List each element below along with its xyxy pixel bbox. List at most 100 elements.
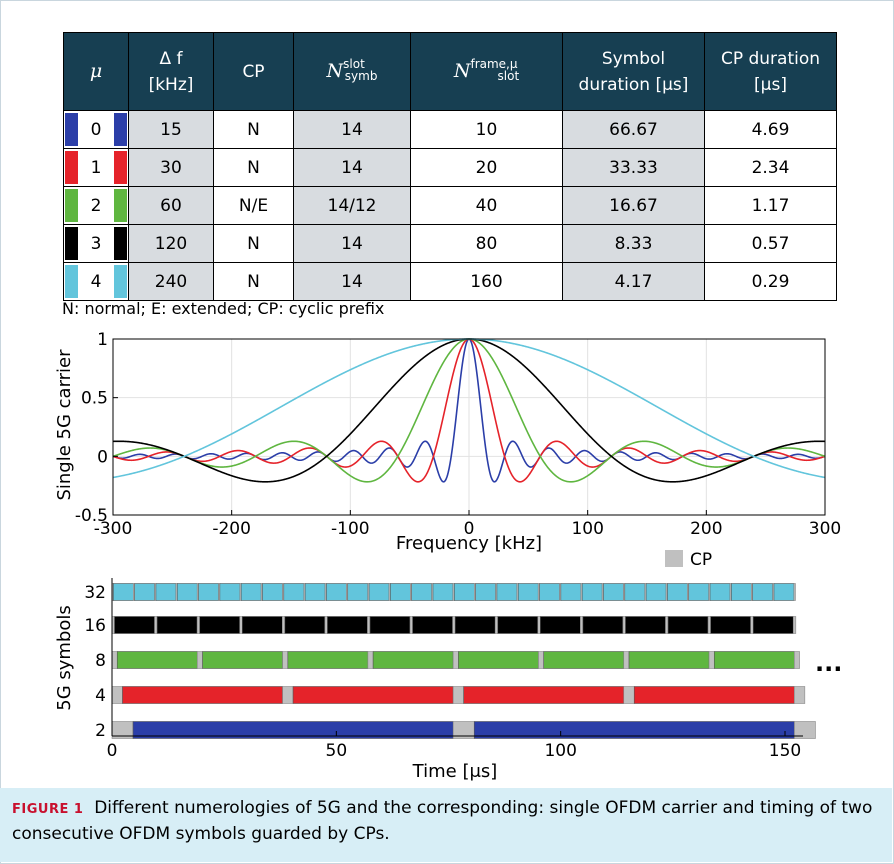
cp-block xyxy=(623,651,630,669)
symbol-block xyxy=(372,651,454,669)
cp-block xyxy=(794,651,800,669)
x-tick-label: -100 xyxy=(331,519,370,539)
cp-duration-cell: 1.17 xyxy=(704,186,837,225)
cp-block xyxy=(537,616,541,634)
symbol-block xyxy=(581,583,603,601)
symbol-block xyxy=(628,651,710,669)
header-n-slot-frame: Nframe,μslot xyxy=(410,32,563,111)
x-tick-label: -300 xyxy=(94,519,133,539)
mu-color-swatch xyxy=(114,189,127,222)
symbol-duration-cell: 16.67 xyxy=(562,186,705,225)
cp-cell: N xyxy=(213,224,294,263)
header-cp-duration: CP duration [μs] xyxy=(704,32,837,111)
symbol-row-label: 16 xyxy=(84,616,106,636)
header-symbol-duration: Symbol duration [μs] xyxy=(562,32,705,111)
cp-block xyxy=(622,616,626,634)
delta-f-cell: 60 xyxy=(128,186,214,225)
figure-caption: FIGURE 1 Different numerologies of 5G an… xyxy=(0,788,892,862)
symbol-block xyxy=(284,616,326,634)
mu-cell: 0 xyxy=(63,110,129,149)
symbol-block xyxy=(283,583,305,601)
symbol-block xyxy=(114,616,155,634)
time-tick-label: 0 xyxy=(107,741,118,761)
cp-legend: CP xyxy=(665,550,712,570)
symbol-block xyxy=(412,616,453,634)
symbol-row-16: 16 xyxy=(84,616,797,636)
delta-f-cell: 120 xyxy=(128,224,214,263)
symbol-duration-cell: 4.17 xyxy=(562,262,705,301)
symbol-block xyxy=(198,583,219,601)
symbol-block xyxy=(539,583,560,601)
mu-color-swatch xyxy=(114,151,127,184)
cp-block xyxy=(154,616,158,634)
x-tick-label: 0 xyxy=(464,519,475,539)
mu-color-swatch xyxy=(65,189,78,222)
symbol-block xyxy=(517,583,539,601)
symbol-block xyxy=(458,651,539,669)
cp-block xyxy=(324,616,328,634)
cp-block xyxy=(111,651,118,669)
symbol-block xyxy=(645,583,667,601)
mu-value: 4 xyxy=(90,271,102,292)
symbol-block xyxy=(496,583,518,601)
symbol-block xyxy=(241,616,283,634)
cp-block xyxy=(367,616,371,634)
mu-cell: 1 xyxy=(63,148,129,187)
mu-color-swatch xyxy=(65,265,78,298)
n-slot-cell: 40 xyxy=(410,186,563,225)
frequency-chart: -300 -200 -100 0 100 200 300 1 0.5 0 -0.5 Frequenc… xyxy=(54,330,841,554)
symbol-block xyxy=(731,583,752,601)
symbol-block xyxy=(454,616,496,634)
symbol-block xyxy=(326,583,347,601)
frequency-axis-label: Frequency [kHz] xyxy=(396,533,542,554)
continuation-ellipsis: ... xyxy=(815,649,842,677)
cp-cell: N xyxy=(213,110,294,149)
header-mu: μ xyxy=(63,32,129,111)
x-tick-label: 200 xyxy=(690,519,722,539)
mu-color-swatch xyxy=(65,113,78,146)
symbol-block xyxy=(113,583,134,601)
symbol-rows: 32 16 8 4 2 xyxy=(84,583,816,741)
cp-duration-cell: 2.34 xyxy=(704,148,837,187)
cp-duration-cell: 4.69 xyxy=(704,110,837,149)
cp-block xyxy=(750,616,754,634)
cp-duration-cell: 0.57 xyxy=(704,224,837,263)
symbol-block xyxy=(390,583,411,601)
symbol-row-8: 8 xyxy=(95,651,800,671)
n-slot-cell: 80 xyxy=(410,224,563,263)
symbol-row-label: 8 xyxy=(95,651,106,671)
cp-block xyxy=(452,651,459,669)
cp-block xyxy=(282,616,286,634)
n-symb-cell: 14 xyxy=(293,224,411,263)
cp-duration-cell: 0.29 xyxy=(704,262,837,301)
mu-cell: 2 xyxy=(63,186,129,225)
symbol-block xyxy=(475,583,496,601)
mu-value: 1 xyxy=(90,157,102,178)
table-row: 0 15 N 14 10 66.67 4.69 xyxy=(63,110,837,149)
cp-block xyxy=(708,651,715,669)
n-slot-cell: 160 xyxy=(410,262,563,301)
cp-block xyxy=(794,686,806,704)
y-tick-label: 0 xyxy=(97,447,108,467)
symbol-block xyxy=(369,616,411,634)
mu-value: 0 xyxy=(90,119,102,140)
cp-block xyxy=(282,686,294,704)
symbol-block xyxy=(116,651,198,669)
symbol-block xyxy=(624,583,646,601)
symbol-block xyxy=(432,583,454,601)
table-row: 4 240 N 14 160 4.17 0.29 xyxy=(63,262,837,301)
cp-block xyxy=(282,651,289,669)
symbol-block xyxy=(219,583,241,601)
symbol-block xyxy=(773,583,795,601)
x-tick-label: 100 xyxy=(571,519,603,539)
cp-block xyxy=(538,651,545,669)
mu-value: 3 xyxy=(90,233,102,254)
symbol-block xyxy=(709,583,731,601)
cp-block xyxy=(196,651,203,669)
cp-block xyxy=(794,721,816,739)
caption-label: FIGURE 1 xyxy=(12,802,84,817)
table-row: 3 120 N 14 80 8.33 0.57 xyxy=(63,224,837,263)
symbol-block xyxy=(122,686,283,704)
frequency-chart-grid xyxy=(112,338,826,516)
symbol-duration-cell: 8.33 xyxy=(562,224,705,263)
